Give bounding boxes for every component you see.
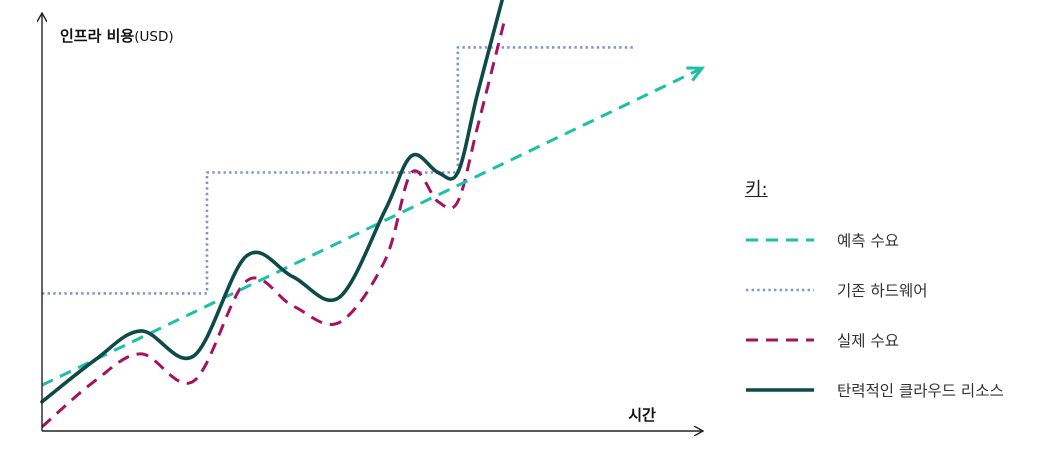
legend-item-forecast-demand: 예측 수요: [745, 215, 1060, 265]
x-axis-title: 시간: [628, 406, 656, 424]
legend-swatch-existing-hardware: [746, 288, 814, 292]
legend-label-forecast-demand: 예측 수요: [837, 232, 899, 250]
legend-label-actual-demand: 실제 수요: [837, 332, 899, 350]
legend-title: 키:: [745, 179, 768, 200]
legend-label-existing-hardware: 기존 하드웨어: [837, 282, 928, 300]
legend-swatch-forecast-demand: [746, 238, 814, 242]
y-axis-title: 인프라 비용(USD): [60, 27, 174, 45]
legend-swatch-elastic-cloud: [746, 388, 814, 392]
elastic-cloud-line: [40, 0, 505, 404]
legend-swatch-actual-demand: [746, 338, 814, 342]
legend-item-existing-hardware: 기존 하드웨어: [745, 265, 1060, 315]
legend: 키: 예측 수요 기존 하드웨어 실제 수요 탄력적인 클라우드 리소스: [745, 175, 1060, 415]
y-axis-title-main: 인프라 비용: [60, 27, 134, 45]
y-axis-title-unit: (USD): [134, 29, 173, 45]
forecast-demand-line: [41, 66, 703, 387]
actual-demand-line: [41, 21, 506, 428]
plot-area: [40, 0, 706, 428]
legend-item-elastic-cloud: 탄력적인 클라우드 리소스: [745, 365, 1060, 415]
existing-hardware-line: [42, 46, 636, 295]
legend-label-elastic-cloud: 탄력적인 클라우드 리소스: [837, 382, 1004, 400]
forecast-demand-arrowhead: [686, 66, 706, 82]
legend-item-actual-demand: 실제 수요: [745, 315, 1060, 365]
